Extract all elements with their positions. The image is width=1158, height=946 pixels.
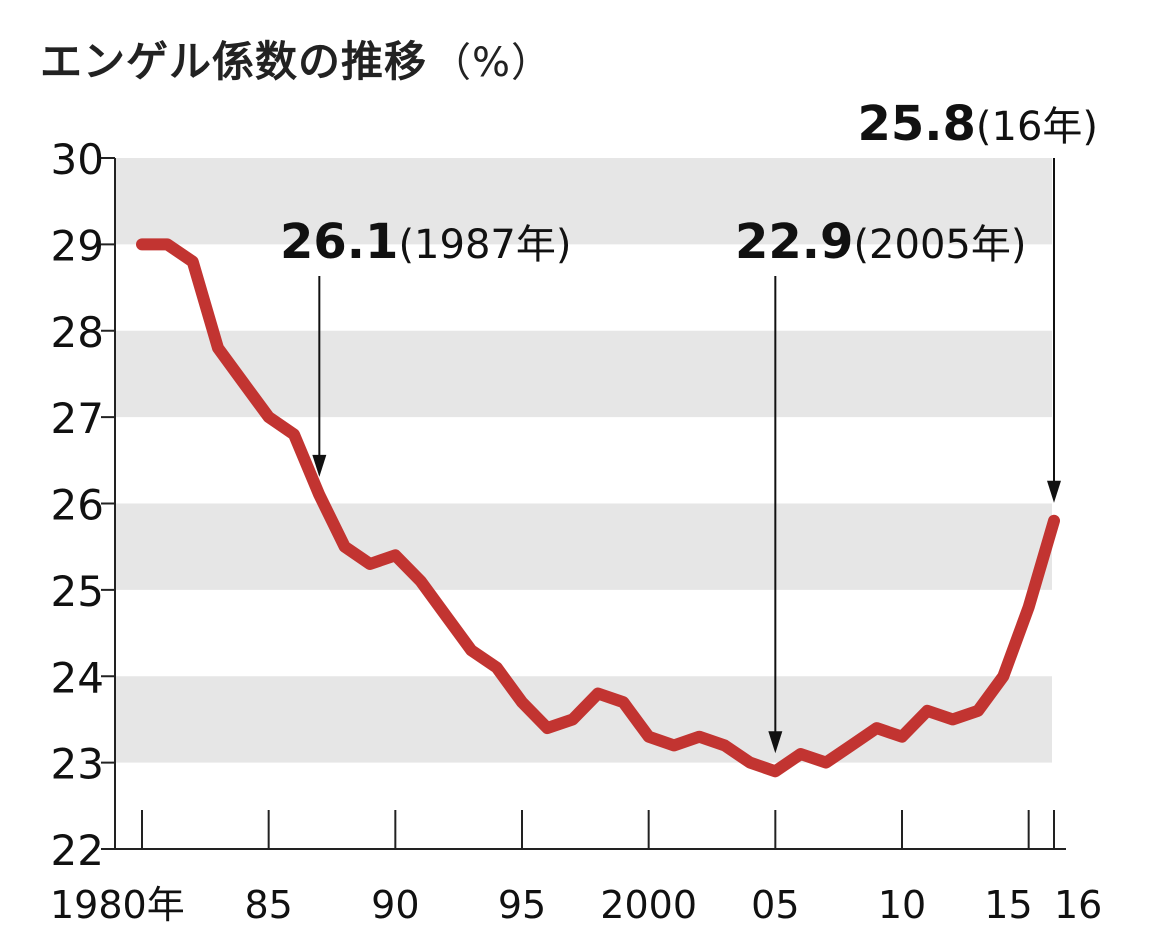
annotations: 26.1(1987年) 22.9(2005年) 25.8(16年) bbox=[280, 96, 1098, 754]
x-tick-label: 05 bbox=[751, 883, 799, 927]
y-tick-label: 27 bbox=[51, 394, 104, 443]
x-tick-label: 95 bbox=[498, 883, 546, 927]
chart-title-unit: （%） bbox=[431, 40, 553, 86]
annotation-arrow-head bbox=[1047, 480, 1061, 503]
y-tick-label: 25 bbox=[51, 567, 104, 616]
x-tick-label: 15 bbox=[984, 883, 1032, 927]
annotation-value: 25.8 bbox=[857, 96, 975, 152]
y-tick-label: 26 bbox=[51, 481, 104, 530]
annotation-arrow-head bbox=[768, 731, 783, 754]
annotation-value: 26.1 bbox=[280, 214, 398, 270]
x-axis: 1980年 85 90 95 2000 05 10 15 16 bbox=[50, 810, 1102, 927]
annotation-note: (1987年) bbox=[398, 222, 571, 268]
y-tick-label: 23 bbox=[51, 740, 104, 789]
x-tick-label: 16 bbox=[1054, 883, 1102, 927]
chart-title: エンゲル係数の推移 （%） bbox=[40, 28, 552, 89]
grid-band bbox=[115, 158, 1052, 245]
y-tick-label: 28 bbox=[51, 308, 104, 357]
data-series bbox=[136, 238, 1060, 778]
annotation-note: (16年) bbox=[976, 104, 1098, 150]
grid-band bbox=[115, 503, 1052, 590]
y-tick-label: 24 bbox=[51, 653, 104, 702]
annotation-label: 25.8(16年) bbox=[857, 96, 1098, 152]
grid-band bbox=[115, 330, 1052, 418]
annotation-note: (2005年) bbox=[853, 222, 1026, 268]
x-tick-label: 10 bbox=[878, 883, 926, 927]
chart-title-text: エンゲル係数の推移 bbox=[40, 37, 428, 86]
y-tick-label: 30 bbox=[51, 135, 104, 184]
y-tick-label: 29 bbox=[51, 221, 104, 270]
y-tick-label: 22 bbox=[51, 826, 104, 875]
annotation-label: 22.9(2005年) bbox=[735, 214, 1026, 270]
annotation-value: 22.9 bbox=[735, 214, 853, 270]
x-tick-label: 85 bbox=[244, 883, 292, 927]
annotation-label: 26.1(1987年) bbox=[280, 214, 571, 270]
grid-bands bbox=[115, 158, 1052, 763]
x-tick-label: 1980年 bbox=[50, 883, 185, 927]
annotation-arrow-head bbox=[312, 454, 327, 477]
x-tick-label: 90 bbox=[371, 883, 419, 927]
grid-band bbox=[115, 676, 1052, 763]
y-axis: 22 23 24 25 26 27 28 29 30 bbox=[51, 135, 116, 875]
x-tick-label: 2000 bbox=[600, 883, 697, 927]
